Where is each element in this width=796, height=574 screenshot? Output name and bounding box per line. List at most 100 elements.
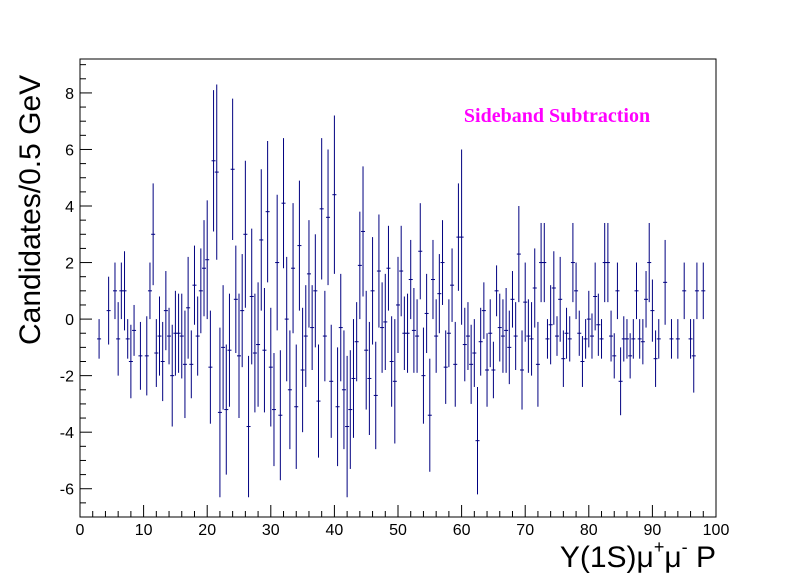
x-tick-label: 60	[453, 522, 471, 539]
data-point	[361, 166, 366, 297]
data-point	[609, 310, 614, 362]
data-point	[122, 251, 127, 331]
data-point	[97, 319, 102, 359]
data-point	[542, 222, 547, 303]
y-tick-label: 6	[65, 142, 74, 159]
data-point	[516, 206, 521, 303]
data-point	[526, 299, 531, 373]
data-point	[303, 285, 308, 387]
data-point	[430, 239, 435, 320]
data-point	[275, 194, 280, 331]
x-tick-label: 90	[644, 522, 662, 539]
data-point	[256, 282, 261, 407]
data-point	[144, 316, 149, 396]
data-point	[618, 347, 623, 416]
x-tick-label: 80	[580, 522, 598, 539]
data-point	[434, 299, 439, 373]
data-point	[227, 293, 232, 407]
data-point	[192, 245, 197, 325]
data-point	[271, 353, 276, 467]
data-point	[615, 262, 620, 320]
data-point	[656, 319, 661, 359]
data-point	[427, 358, 432, 472]
data-point	[313, 234, 318, 348]
data-point	[354, 302, 359, 382]
data-point	[249, 228, 254, 365]
data-point	[472, 319, 477, 387]
data-point	[211, 90, 216, 232]
data-point	[176, 293, 181, 373]
y-axis-label: Candidates/0.5 GeV	[14, 75, 47, 345]
data-point	[650, 279, 655, 342]
data-point	[167, 307, 172, 365]
data-point	[488, 299, 493, 368]
data-point	[198, 248, 203, 334]
data-point	[335, 347, 340, 467]
data-point	[205, 200, 210, 320]
y-tick-label: 0	[65, 312, 74, 329]
x-axis-label-sup-plus: +	[654, 537, 665, 557]
data-point	[112, 262, 117, 320]
data-point	[252, 293, 257, 413]
data-point	[338, 273, 343, 382]
data-point	[589, 313, 594, 359]
data-point	[691, 319, 696, 393]
data-point	[151, 183, 156, 286]
data-point	[306, 220, 311, 328]
data-point	[189, 330, 194, 399]
data-point	[545, 319, 550, 359]
data-point	[640, 319, 645, 365]
data-point	[647, 222, 652, 303]
data-point	[580, 336, 585, 387]
data-point	[262, 288, 267, 413]
data-point	[246, 355, 251, 498]
data-point	[316, 344, 321, 458]
data-point	[421, 327, 426, 424]
data-point	[132, 304, 137, 356]
data-point	[583, 319, 588, 359]
data-point	[453, 321, 458, 407]
data-point	[478, 307, 483, 376]
data-point	[147, 262, 152, 320]
data-point	[351, 319, 356, 438]
data-point	[278, 350, 283, 481]
data-point	[475, 386, 480, 495]
data-point	[322, 290, 327, 382]
data-point	[644, 271, 649, 328]
x-tick-label: 70	[516, 522, 534, 539]
data-point	[125, 319, 130, 359]
x-axis-label-prefix: Υ(1S)μ	[560, 541, 654, 574]
data-point	[268, 307, 273, 427]
x-tick-label: 40	[326, 522, 344, 539]
data-point	[605, 222, 610, 303]
data-point	[558, 256, 563, 342]
data-point	[551, 251, 556, 325]
data-point	[186, 256, 191, 359]
data-point	[208, 310, 213, 424]
data-point	[634, 262, 639, 320]
data-point	[237, 293, 241, 419]
x-axis-label: Υ(1S)μ+μ- P	[560, 537, 716, 574]
data-point	[520, 330, 525, 410]
data-point	[154, 319, 159, 387]
data-point	[170, 324, 175, 427]
data-point	[535, 321, 540, 407]
data-point	[523, 262, 528, 342]
data-point	[688, 319, 693, 359]
data-point	[332, 115, 337, 274]
data-point	[233, 245, 238, 354]
data-point	[675, 319, 680, 359]
x-axis-label-suffix: P	[688, 541, 716, 574]
x-tick-label: 20	[198, 522, 216, 539]
data-point	[593, 262, 598, 331]
data-point	[230, 98, 235, 240]
data-point	[319, 138, 324, 280]
data-point	[596, 293, 601, 356]
data-point	[701, 262, 706, 320]
data-point	[376, 214, 381, 328]
y-tick-label: -4	[60, 425, 74, 442]
data-point	[577, 310, 582, 356]
y-tick-label: 8	[65, 86, 74, 103]
data-point	[462, 307, 467, 382]
data-point	[465, 302, 470, 370]
